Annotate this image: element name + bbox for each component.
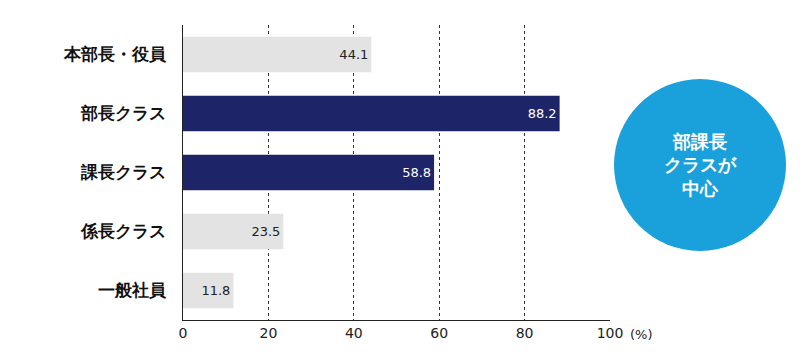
- svg-text:100: 100: [597, 325, 624, 341]
- svg-text:0: 0: [179, 325, 188, 341]
- svg-text:11.8: 11.8: [201, 283, 230, 298]
- svg-text:係長クラス: 係長クラス: [80, 221, 166, 241]
- svg-text:部課長クラスが中心: 部課長クラスが中心: [664, 131, 737, 199]
- svg-text:60: 60: [430, 325, 448, 341]
- svg-text:本部長・役員: 本部長・役員: [63, 44, 167, 64]
- svg-text:一般社員: 一般社員: [98, 280, 167, 300]
- svg-text:88.2: 88.2: [528, 106, 557, 121]
- svg-text:課長クラス: 課長クラス: [80, 162, 166, 182]
- svg-text:80: 80: [516, 325, 534, 341]
- svg-text:58.8: 58.8: [402, 165, 431, 180]
- svg-text:部長クラス: 部長クラス: [80, 103, 166, 123]
- svg-text:44.1: 44.1: [339, 47, 368, 62]
- svg-text:40: 40: [345, 325, 363, 341]
- svg-text:(%): (%): [630, 327, 653, 342]
- svg-text:20: 20: [259, 325, 277, 341]
- svg-text:23.5: 23.5: [251, 224, 280, 239]
